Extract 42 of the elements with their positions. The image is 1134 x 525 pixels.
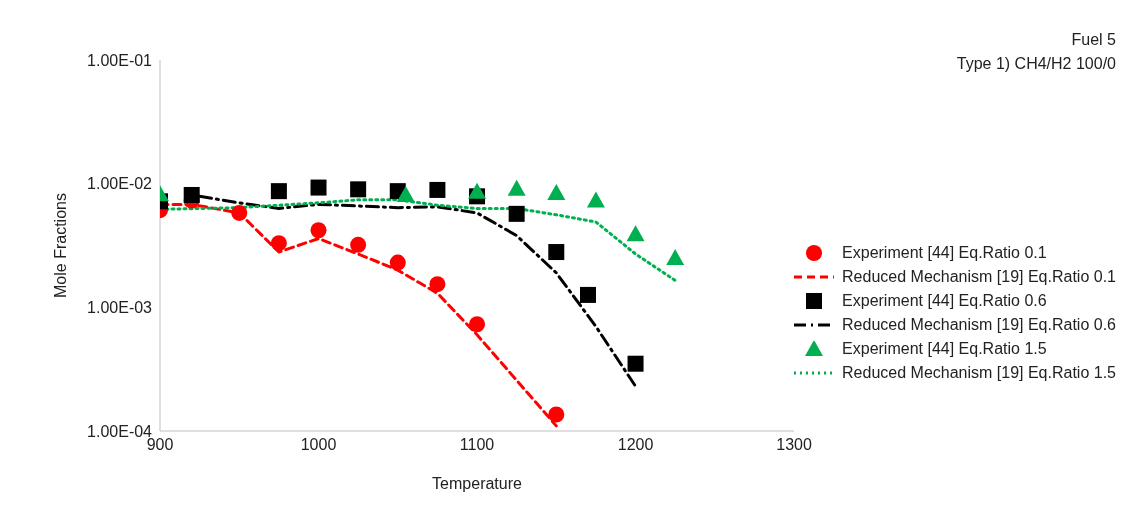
point [389,254,406,271]
x-tick-label: 1000 [300,436,337,454]
point [666,249,685,266]
point [586,191,605,208]
point [183,186,200,203]
point [468,182,487,199]
y-axis-title: Mole Fractions [51,193,69,298]
legend-label: Reduced Mechanism [19] Eq.Ratio 1.5 [842,363,1116,382]
point [508,205,525,222]
y-tick-label: 1.00E-01 [87,51,153,69]
text: Fuel 5 [1070,30,1116,50]
y-tick-label: 1.00E-02 [87,175,153,193]
point [310,179,327,196]
y-tick-label: 1.00E-03 [87,299,153,317]
point [270,183,287,200]
point [626,225,645,242]
point [429,276,446,293]
point [469,316,486,333]
point [396,185,415,202]
point [627,355,644,372]
point [270,235,287,252]
text: Type 1) CH4/H2 100/0 [956,54,1116,74]
point [548,244,565,261]
point [547,184,566,201]
x-tick-label: 1100 [459,436,495,454]
x-tick-label: 900 [146,436,174,454]
x-tick-label: 1300 [776,436,812,454]
legend-label: Experiment [44] Eq.Ratio 1.5 [842,339,1047,358]
legend-label: Experiment [44] Eq.Ratio 0.6 [842,291,1047,310]
x-axis-title: Temperature [432,475,523,492]
legend-label: Reduced Mechanism [19] Eq.Ratio 0.1 [842,267,1116,286]
point [429,181,446,198]
point [310,222,327,239]
point [579,286,596,303]
legend-label: Reduced Mechanism [19] Eq.Ratio 0.6 [842,315,1116,334]
point [548,406,565,423]
point [350,181,367,198]
point [350,236,367,253]
legend-label: Experiment [44] Eq.Ratio 0.1 [842,243,1047,262]
point [231,204,248,221]
x-tick-label: 1200 [617,436,654,454]
point [507,179,526,196]
